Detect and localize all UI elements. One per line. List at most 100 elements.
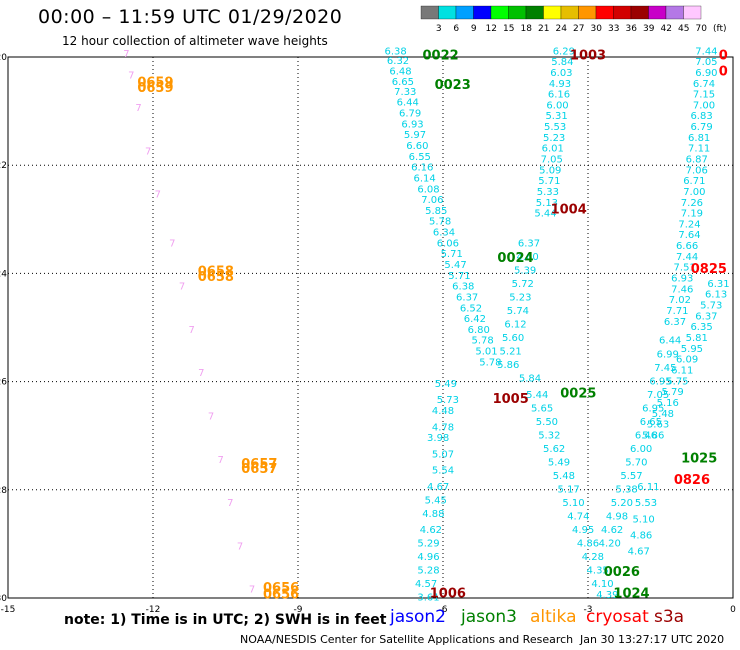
data-point-s3a: 5.21 bbox=[500, 347, 522, 358]
note-text: note: 1) Time is in UTC; 2) SWH is in fe… bbox=[64, 612, 387, 628]
data-point-cryosat: 5.38 bbox=[616, 485, 638, 496]
data-point-s3a: 5.44 bbox=[534, 209, 556, 220]
y-tick-label: -24 bbox=[0, 269, 7, 279]
data-point-s3a: 4.93 bbox=[549, 79, 571, 90]
data-point-jason3: 4.88 bbox=[422, 509, 444, 520]
legend-altika: altika bbox=[530, 607, 577, 627]
data-point-cryosat: 5.79 bbox=[661, 387, 683, 398]
pass-time-label: 0 bbox=[719, 48, 728, 63]
data-point-cryosat: 5.70 bbox=[625, 457, 647, 468]
data-point-s3a: 5.48 bbox=[553, 471, 575, 482]
data-point-s3a: 5.13 bbox=[536, 198, 558, 209]
data-point-cryosat: 7.46 bbox=[671, 284, 693, 295]
legend-swatch bbox=[543, 5, 562, 20]
legend-tick-label: 21 bbox=[538, 24, 549, 34]
pass-time-label: 1003 bbox=[570, 48, 606, 63]
data-point-s3a: 6.12 bbox=[504, 320, 526, 331]
data-point-cryosat: 6.00 bbox=[630, 444, 652, 455]
data-point-cryosat: 6.44 bbox=[659, 336, 681, 347]
data-point-s3a: 6.00 bbox=[546, 100, 568, 111]
data-point-cryosat: 6.66 bbox=[676, 241, 698, 252]
data-point-jason3: 5.01 bbox=[475, 347, 497, 358]
data-point-jason3: 5.49 bbox=[435, 379, 457, 390]
legend-tick-label: 70 bbox=[696, 24, 708, 34]
data-point-jason3: 5.71 bbox=[448, 271, 470, 282]
y-tick-label: -30 bbox=[0, 594, 7, 604]
data-point-cryosat: 5.86 bbox=[642, 430, 664, 441]
x-tick-label: -3 bbox=[584, 605, 593, 615]
data-point-jason3: 6.65 bbox=[392, 77, 414, 88]
legend-tick-label: 6 bbox=[453, 24, 459, 34]
data-point-s3a: 5.32 bbox=[538, 430, 560, 441]
legend-swatch bbox=[508, 5, 527, 20]
pass-time-label: 0656 bbox=[263, 581, 299, 596]
data-point-jason3: 6.60 bbox=[406, 141, 428, 152]
data-point-jason3: 6.79 bbox=[399, 109, 421, 120]
legend-cryosat: cryosat bbox=[586, 607, 649, 627]
data-point-cryosat: 7.00 bbox=[693, 100, 715, 111]
data-point-cryosat: 6.11 bbox=[637, 482, 659, 493]
data-point-cryosat: 7.05 bbox=[647, 390, 669, 401]
legend-tick-label: 9 bbox=[471, 24, 477, 34]
legend-tick-label: 42 bbox=[661, 24, 672, 34]
data-point-jason3: 5.28 bbox=[417, 566, 439, 577]
data-point-s3a: 5.49 bbox=[548, 457, 570, 468]
data-point-altika: 7 bbox=[123, 49, 129, 60]
pass-time-label: 0659 bbox=[137, 81, 173, 96]
data-point-s3a: 5.23 bbox=[543, 133, 565, 144]
data-point-s3a: 5.23 bbox=[509, 292, 531, 303]
y-tick-label: -28 bbox=[0, 486, 7, 496]
data-point-jason3: 5.85 bbox=[425, 206, 447, 217]
legend-swatch bbox=[648, 5, 667, 20]
data-point-s3a: 6.01 bbox=[542, 144, 564, 155]
legend-swatch bbox=[613, 5, 632, 20]
data-point-s3a: 6.03 bbox=[550, 68, 572, 79]
legend-unit: (ft) bbox=[713, 24, 727, 34]
data-point-altika: 7 bbox=[237, 541, 243, 552]
data-point-s3a: 5.71 bbox=[538, 176, 560, 187]
data-point-jason3: 4.48 bbox=[432, 406, 454, 417]
legend-swatch bbox=[665, 5, 684, 20]
data-point-jason3: 5.54 bbox=[432, 466, 454, 477]
pass-time-label: 0656 bbox=[263, 588, 299, 603]
data-point-jason3: 5.29 bbox=[417, 539, 439, 550]
data-point-s3a: 4.35 bbox=[587, 566, 609, 577]
x-tick-label: -6 bbox=[439, 605, 448, 615]
data-point-s3a: 4.74 bbox=[567, 512, 589, 523]
data-point-cryosat: 4.62 bbox=[601, 525, 623, 536]
data-point-cryosat: 7.64 bbox=[678, 230, 700, 241]
data-point-cryosat: 6.35 bbox=[690, 322, 712, 333]
data-point-jason3: 5.71 bbox=[441, 249, 463, 260]
data-point-cryosat: 6.37 bbox=[695, 311, 717, 322]
data-point-altika: 7 bbox=[188, 325, 194, 336]
pass-time-label: 0826 bbox=[674, 473, 710, 488]
data-point-cryosat: 6.99 bbox=[657, 349, 679, 360]
legend-swatch bbox=[560, 5, 579, 20]
data-point-cryosat: 5.73 bbox=[700, 301, 722, 312]
pass-time-label: 1025 bbox=[681, 451, 717, 466]
data-point-cryosat: 6.79 bbox=[690, 122, 712, 133]
data-point-jason3: 4.57 bbox=[415, 579, 437, 590]
legend-swatch bbox=[595, 5, 614, 20]
data-point-jason3: 6.38 bbox=[452, 282, 474, 293]
data-point-jason3: 6.42 bbox=[464, 314, 486, 325]
data-point-cryosat: 7.26 bbox=[681, 198, 703, 209]
data-point-jason3: 6.06 bbox=[437, 238, 459, 249]
data-point-cryosat: 7.45 bbox=[654, 363, 676, 374]
data-point-jason3: 5.78 bbox=[472, 336, 494, 347]
data-point-jason3: 3.98 bbox=[427, 433, 449, 444]
data-point-jason3: 4.96 bbox=[417, 552, 439, 563]
data-point-s3a: 5.53 bbox=[544, 122, 566, 133]
legend-swatch bbox=[420, 5, 439, 20]
data-point-cryosat: 6.31 bbox=[707, 279, 729, 290]
data-point-altika: 7 bbox=[208, 411, 214, 422]
legend-tick-label: 27 bbox=[573, 24, 584, 34]
legend-swatch bbox=[438, 5, 457, 20]
pass-time-label: 0022 bbox=[422, 48, 458, 63]
data-point-jason3: 6.34 bbox=[433, 228, 455, 239]
pass-time-label: 0659 bbox=[137, 75, 173, 90]
data-point-cryosat: 7.06 bbox=[686, 165, 708, 176]
pass-time-label: 1005 bbox=[493, 392, 529, 407]
